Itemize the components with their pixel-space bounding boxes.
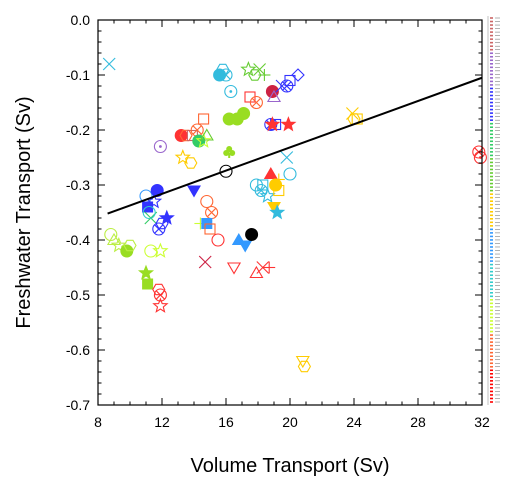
- data-point: [155, 217, 169, 230]
- points-layer: [102, 57, 487, 373]
- data-point: [263, 261, 276, 274]
- data-point: [152, 283, 166, 296]
- x-tick-label: 24: [346, 414, 362, 430]
- data-point: [152, 242, 169, 258]
- data-point: [198, 255, 212, 269]
- x-tick-label: 32: [474, 414, 490, 430]
- data-point: [291, 68, 305, 82]
- data-point: [152, 297, 169, 313]
- axes: 8 12 16 20 24 28 32 0.0 -0.1 -0.2 -0.3 -0.4 -0.5 -0.6…: [66, 12, 490, 430]
- y-tick-label: -0.3: [66, 177, 90, 193]
- data-point: [199, 128, 214, 141]
- data-point: [174, 148, 191, 165]
- data-point: [248, 69, 262, 81]
- data-point: [297, 360, 312, 373]
- data-point: [256, 261, 270, 274]
- data-point: [219, 68, 233, 82]
- data-point: [280, 116, 297, 132]
- x-tick-label: 12: [154, 414, 170, 430]
- legend-strip: [487, 16, 500, 405]
- data-point: [275, 79, 289, 93]
- data-point: [259, 187, 276, 203]
- data-point: [273, 184, 285, 197]
- data-point: [205, 205, 219, 220]
- data-point: [187, 185, 201, 198]
- data-point: [245, 228, 259, 241]
- data-point: [226, 262, 242, 275]
- y-axis-title: Freshwater Transport (Sv): [13, 96, 35, 328]
- data-point: [284, 74, 296, 87]
- data-point: [102, 57, 116, 71]
- data-point: [153, 139, 167, 154]
- y-tick-label: -0.6: [66, 342, 90, 358]
- regression-line: [107, 76, 483, 215]
- data-point: [264, 116, 281, 132]
- data-point: [144, 244, 158, 258]
- data-point: [204, 223, 216, 235]
- y-tick-label: -0.1: [66, 67, 90, 83]
- x-tick-label: 16: [218, 414, 234, 430]
- data-point: [249, 265, 264, 279]
- x-tick-label: 20: [282, 414, 298, 430]
- data-point: [258, 69, 271, 81]
- data-point: [174, 129, 188, 142]
- data-point: [184, 157, 198, 169]
- data-point: [123, 239, 137, 252]
- data-point: [142, 278, 154, 290]
- y-tick-label: -0.2: [66, 122, 90, 138]
- data-point: [240, 60, 257, 77]
- data-point: [198, 113, 210, 125]
- data-point: [266, 89, 282, 103]
- data-point: [249, 95, 263, 110]
- data-point: [237, 107, 251, 120]
- data-point: [110, 236, 127, 253]
- y-tick-label: -0.7: [66, 397, 90, 413]
- y-tick-label: -0.4: [66, 232, 90, 248]
- data-point: [142, 205, 156, 220]
- y-tick-label: -0.5: [66, 287, 90, 303]
- data-point: [211, 233, 225, 247]
- data-point: [200, 194, 214, 209]
- data-point: [224, 84, 238, 99]
- data-point: [238, 240, 253, 253]
- x-tick-label: 28: [410, 414, 426, 430]
- data-point: [280, 151, 294, 164]
- data-point: [195, 132, 212, 148]
- data-point: [253, 63, 266, 76]
- data-point: [257, 179, 269, 191]
- data-point: [219, 164, 233, 178]
- x-axis-title: Volume Transport (Sv): [191, 455, 390, 477]
- y-tick-label: 0.0: [71, 12, 91, 28]
- data-point: [137, 264, 155, 280]
- data-point: [283, 167, 297, 181]
- data-point: [263, 167, 278, 179]
- x-tick-label: 8: [94, 414, 102, 430]
- data-point: [269, 204, 286, 220]
- data-point: [223, 146, 236, 158]
